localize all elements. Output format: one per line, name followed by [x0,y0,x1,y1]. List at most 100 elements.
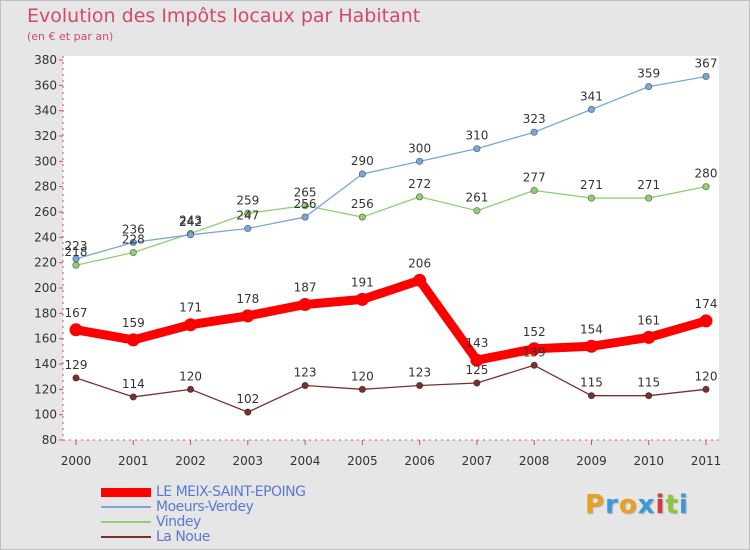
data-label: 174 [695,297,718,311]
data-label: 261 [465,191,488,205]
data-point [530,186,538,195]
data-label: 143 [465,336,488,350]
data-label: 206 [408,256,431,270]
data-point [416,381,424,390]
data-point [129,393,137,401]
y-tick-label: 280 [34,180,57,194]
y-tick-label: 260 [34,205,57,219]
y-tick-label: 120 [34,382,57,396]
data-label: 115 [637,376,660,390]
data-point [416,193,424,201]
y-tick-label: 240 [34,230,57,244]
data-label: 139 [523,345,546,359]
data-label: 178 [236,292,259,306]
logo-letter: i [678,490,689,520]
data-label: 259 [236,193,259,207]
data-point [355,292,369,306]
data-label: 310 [465,129,488,143]
data-point [645,194,653,202]
y-tick-label: 80 [42,433,57,447]
data-label: 228 [122,233,145,247]
chart-title: Evolution des Impôts locaux par Habitant [27,5,421,27]
legend-label: LE MEIX-SAINT-EPOING [156,484,306,500]
data-point [244,209,252,217]
data-point [69,323,83,337]
data-label: 290 [351,154,374,168]
x-tick-label: 2011 [691,454,722,468]
series-line-3 [75,364,707,413]
data-label: 171 [179,301,202,315]
data-point [530,361,538,369]
data-label: 367 [695,56,718,70]
data-point [413,273,427,287]
series-layer [69,72,713,416]
data-point [645,392,653,400]
x-tick-label: 2003 [233,454,264,468]
data-point [298,297,312,311]
data-label: 300 [408,141,431,155]
data-label: 271 [580,178,603,192]
data-point [301,381,309,390]
data-point [301,213,309,221]
y-tick-label: 360 [34,78,57,92]
x-tick-label: 2010 [633,454,664,468]
data-point [473,207,481,215]
data-point [473,379,481,387]
y-tick-label: 320 [34,129,57,143]
proxiti-logo: Proxiti [585,490,689,520]
data-label: 159 [122,316,145,330]
y-tick-label: 300 [34,154,57,168]
y-tick-label: 180 [34,306,57,320]
data-label: 218 [65,245,88,259]
legend-label: La Noue [156,529,210,545]
series-line-1 [75,75,707,260]
data-label: 272 [408,177,431,191]
y-tick-label: 340 [34,104,57,118]
data-label: 223 [65,239,88,253]
data-label: 236 [122,222,145,236]
y-tick-label: 160 [34,332,57,346]
logo-letter: i [655,490,666,520]
data-point [702,183,710,191]
data-point [186,385,195,393]
data-label: 243 [179,214,202,228]
data-label: 123 [294,366,317,380]
legend-swatch [101,536,151,538]
data-point [72,261,80,269]
x-tick-label: 2005 [347,454,378,468]
legend-swatch [101,521,151,523]
data-point [126,333,140,347]
data-label: 102 [236,392,259,406]
data-point [699,314,713,328]
data-point [186,231,195,239]
x-tick-label: 2006 [404,454,435,468]
data-label: 161 [637,313,660,327]
data-label: 123 [408,366,431,380]
data-point [587,105,596,114]
data-label: 120 [351,369,374,383]
data-point [416,157,424,165]
data-point [358,213,366,221]
data-point [244,224,252,233]
data-point [527,342,541,356]
data-label: 256 [351,197,374,211]
data-point [584,339,598,353]
data-point [645,83,653,91]
data-label: 167 [65,306,88,320]
series-line-0 [71,275,711,365]
data-point [642,330,656,344]
data-point [702,385,710,393]
data-label: 256 [294,197,317,211]
data-point [358,385,366,393]
data-point [184,318,198,332]
data-label: 323 [523,112,546,126]
chart-subtitle: (en € et par an) [27,30,114,43]
data-label: 280 [695,167,718,181]
data-point [72,374,80,382]
x-tick-label: 2001 [118,454,149,468]
x-tick-label: 2002 [175,454,206,468]
data-label: 277 [523,170,546,184]
data-label: 265 [294,186,317,200]
